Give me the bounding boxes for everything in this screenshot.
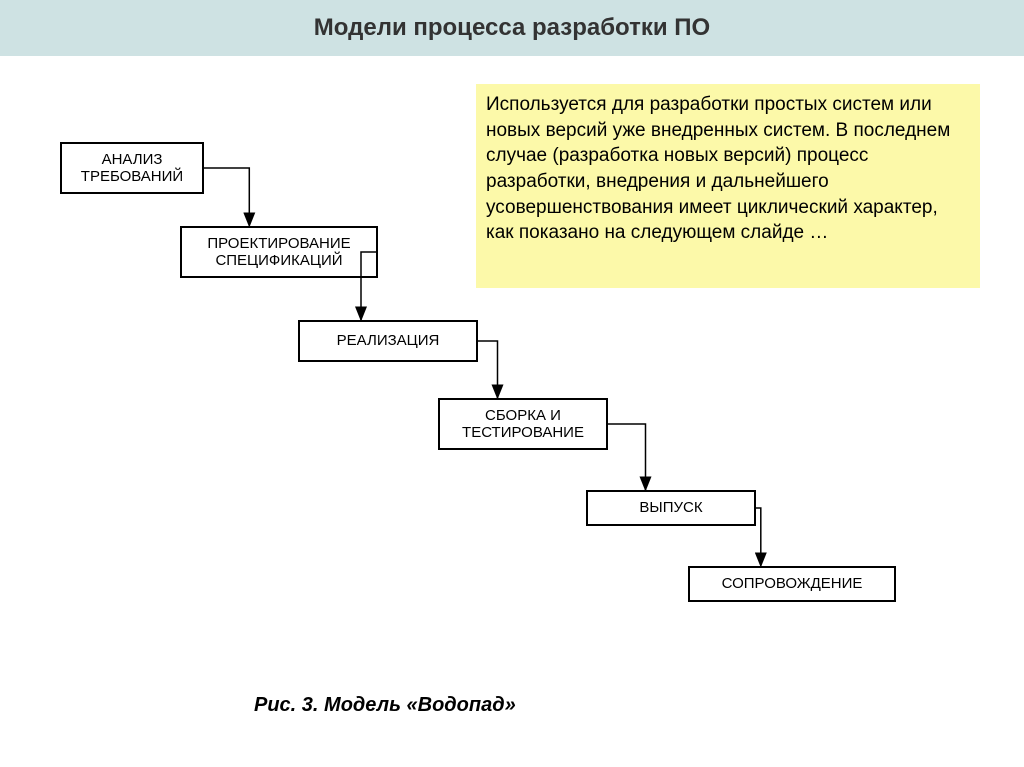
flow-node-n1: ПРОЕКТИРОВАНИЕСПЕЦИФИКАЦИЙ: [180, 226, 378, 278]
description-text: Используется для разработки простых сист…: [486, 94, 950, 243]
flow-edge: [756, 508, 761, 566]
description-box: Используется для разработки простых сист…: [476, 84, 980, 288]
flow-node-label: СБОРКА ИТЕСТИРОВАНИЕ: [462, 407, 584, 442]
figure-caption: Рис. 3. Модель «Водопад»: [254, 694, 516, 717]
page-title: Модели процесса разработки ПО: [314, 14, 710, 41]
title-bar: Модели процесса разработки ПО: [0, 0, 1024, 56]
flow-node-label: ПРОЕКТИРОВАНИЕСПЕЦИФИКАЦИЙ: [207, 235, 350, 270]
flow-node-label: СОПРОВОЖДЕНИЕ: [722, 575, 863, 592]
flow-edge: [204, 168, 249, 226]
flow-node-label: РЕАЛИЗАЦИЯ: [337, 332, 440, 349]
flow-edge: [608, 424, 646, 490]
flow-node-n4: ВЫПУСК: [586, 490, 756, 526]
flow-node-n5: СОПРОВОЖДЕНИЕ: [688, 566, 896, 602]
flow-node-n3: СБОРКА ИТЕСТИРОВАНИЕ: [438, 398, 608, 450]
flow-node-n2: РЕАЛИЗАЦИЯ: [298, 320, 478, 362]
flow-node-label: ВЫПУСК: [639, 499, 702, 516]
flow-node-label: АНАЛИЗТРЕБОВАНИЙ: [81, 151, 183, 186]
flow-node-n0: АНАЛИЗТРЕБОВАНИЙ: [60, 142, 204, 194]
flow-edge: [478, 341, 498, 398]
